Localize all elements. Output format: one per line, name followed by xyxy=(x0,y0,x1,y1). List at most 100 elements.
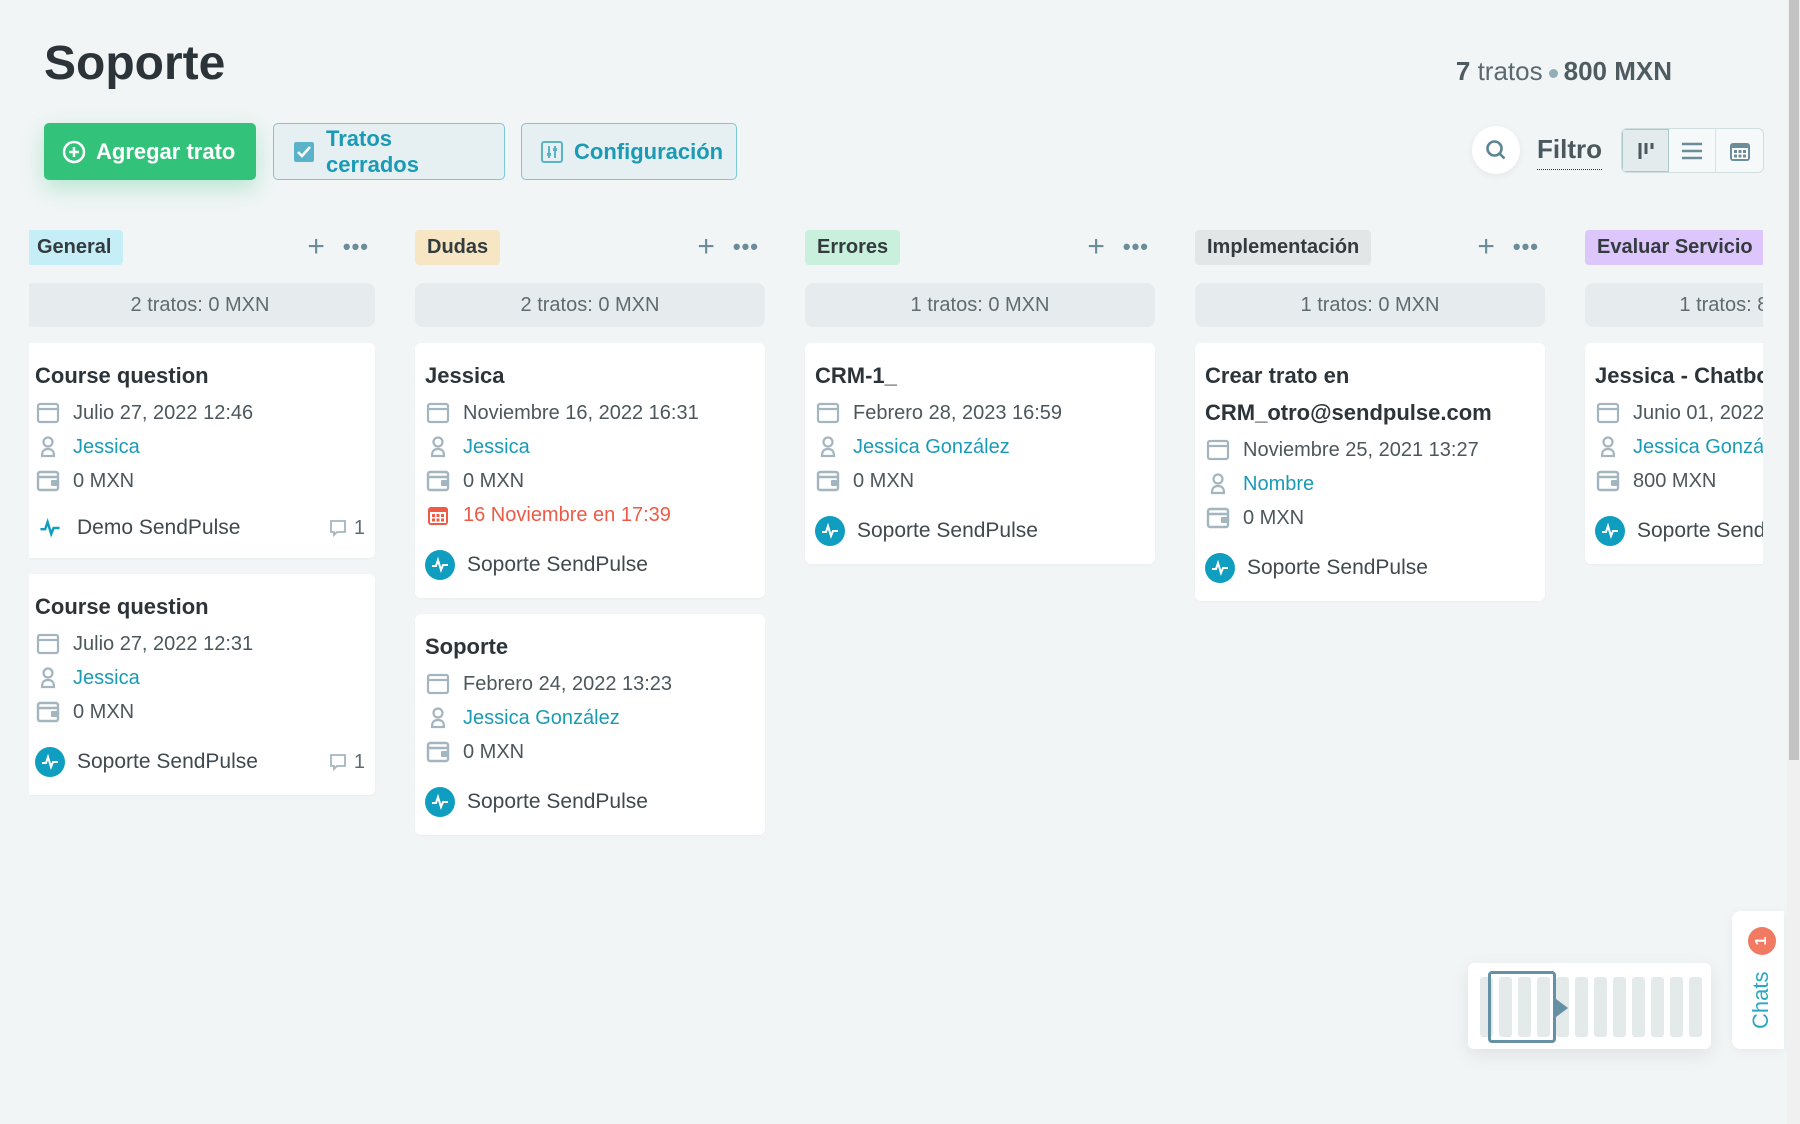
chats-tab[interactable]: 1 Chats xyxy=(1732,911,1784,1049)
column-header: Errores + ••• xyxy=(805,225,1155,269)
deals-word: tratos xyxy=(1477,56,1543,86)
deal-date: Febrero 24, 2022 13:23 xyxy=(463,672,673,695)
more-options-icon[interactable]: ••• xyxy=(1122,234,1149,259)
column-summary: 1 tratos: 0 MXN xyxy=(1195,283,1545,327)
minimap-column xyxy=(1575,977,1588,1037)
deals-count: 7 xyxy=(1455,56,1471,86)
minimap-viewport[interactable] xyxy=(1488,971,1556,1043)
person-icon xyxy=(1205,472,1231,496)
search-button[interactable] xyxy=(1472,126,1520,174)
created-date-icon xyxy=(425,401,451,425)
created-date-icon xyxy=(35,401,61,425)
settings-button[interactable]: Configuración xyxy=(521,123,737,180)
filter-button[interactable]: Filtro xyxy=(1537,134,1602,170)
contact-link[interactable]: Jessica González xyxy=(1633,435,1763,458)
person-icon xyxy=(1595,435,1621,459)
created-date-icon xyxy=(35,632,61,656)
person-icon xyxy=(35,666,61,690)
stage-tag[interactable]: Errores xyxy=(805,229,901,265)
add-card-icon[interactable]: + xyxy=(1087,230,1105,263)
contact-link[interactable]: Jessica xyxy=(463,435,530,458)
calendar-icon xyxy=(1728,139,1752,163)
deals-summary: 7 tratos 800 MXN xyxy=(1456,56,1672,87)
wallet-icon xyxy=(425,740,451,764)
deal-card[interactable]: Course question Julio 27, 2022 12:31 Jes… xyxy=(29,574,375,795)
comments-number: 1 xyxy=(353,516,365,539)
deal-card[interactable]: CRM-1_ Febrero 28, 2023 16:59 Jessica Go… xyxy=(805,343,1155,564)
contact-link[interactable]: Jessica González xyxy=(853,435,1010,458)
add-card-icon[interactable]: + xyxy=(307,230,325,263)
minimap-column xyxy=(1537,977,1550,1037)
deal-amount: 0 MXN xyxy=(853,469,915,492)
deal-date: Julio 27, 2022 12:46 xyxy=(73,401,254,424)
scrollbar-thumb[interactable] xyxy=(1789,0,1799,760)
stage-tag[interactable]: Implementación xyxy=(1195,229,1372,265)
deal-source: Soporte SendPulse xyxy=(467,790,648,813)
stage-tag[interactable]: General xyxy=(29,229,124,265)
checkbox-icon xyxy=(292,140,316,164)
more-options-icon[interactable]: ••• xyxy=(342,234,369,259)
comments-number: 1 xyxy=(353,750,365,773)
deal-source: Soporte SendPulse xyxy=(1247,556,1428,579)
minimap-column xyxy=(1518,977,1531,1037)
board-minimap[interactable] xyxy=(1468,963,1711,1049)
deal-card[interactable]: Course question Julio 27, 2022 12:46 Jes… xyxy=(29,343,375,558)
calendar-view-button[interactable] xyxy=(1716,129,1763,172)
list-view-button[interactable] xyxy=(1669,129,1716,172)
add-deal-button[interactable]: Agregar trato xyxy=(44,123,256,180)
search-icon xyxy=(1484,138,1508,162)
minimap-column xyxy=(1689,977,1702,1037)
add-card-icon[interactable]: + xyxy=(1477,230,1495,263)
contact-link[interactable]: Jessica xyxy=(73,666,140,689)
deal-source: Soporte SendPulse xyxy=(1637,519,1763,542)
minimap-column xyxy=(1632,977,1645,1037)
deal-title: Jessica xyxy=(425,363,505,388)
more-options-icon[interactable]: ••• xyxy=(732,234,759,259)
stage-tag[interactable]: Dudas xyxy=(415,229,501,265)
separator-dot xyxy=(1548,68,1558,78)
person-icon xyxy=(425,435,451,459)
deal-card[interactable]: Crear trato en CRM_otro@sendpulse.com No… xyxy=(1195,343,1545,601)
add-deal-label: Agregar trato xyxy=(96,138,236,164)
minimap-column xyxy=(1651,977,1664,1037)
deal-date: Julio 27, 2022 12:31 xyxy=(73,632,254,655)
page-scrollbar[interactable] xyxy=(1787,0,1800,1124)
deal-card[interactable]: Jessica - Chatbot Junio 01, 2022 Jessica… xyxy=(1585,343,1763,564)
kanban-view-button[interactable] xyxy=(1622,129,1669,172)
column-header: Implementación + ••• xyxy=(1195,225,1545,269)
closed-deals-button[interactable]: Tratos cerrados xyxy=(273,123,505,180)
contact-link[interactable]: Jessica González xyxy=(463,706,620,729)
stage-tag[interactable]: Evaluar Servicio xyxy=(1585,229,1763,265)
column-summary: 2 tratos: 0 MXN xyxy=(415,283,765,327)
column-summary: 2 tratos: 0 MXN xyxy=(29,283,375,327)
deal-title: Jessica - Chatbot xyxy=(1595,363,1763,388)
created-date-icon xyxy=(815,401,841,425)
pulse-icon xyxy=(425,550,455,580)
pulse-icon xyxy=(35,747,65,777)
contact-link[interactable]: Jessica xyxy=(73,435,140,458)
deal-amount: 0 MXN xyxy=(463,740,525,763)
view-switcher xyxy=(1621,128,1764,173)
minimap-arrow-icon xyxy=(1556,999,1568,1017)
comment-icon xyxy=(328,752,348,772)
column-summary: 1 tratos: 800 MXN xyxy=(1585,283,1763,327)
contact-link[interactable]: Nombre xyxy=(1243,472,1315,495)
deal-title: Course question xyxy=(35,594,209,619)
wallet-icon xyxy=(425,469,451,493)
deals-total: 800 MXN xyxy=(1563,56,1672,86)
chats-unread-badge: 1 xyxy=(1748,927,1776,955)
add-card-icon[interactable]: + xyxy=(697,230,715,263)
column-actions: + ••• xyxy=(697,230,765,264)
deal-title: Soporte xyxy=(425,634,509,659)
deal-amount: 0 MXN xyxy=(73,700,135,723)
deal-card[interactable]: Jessica Noviembre 16, 2022 16:31 Jessica… xyxy=(415,343,765,598)
deal-title: Crear trato en xyxy=(1205,363,1350,388)
more-options-icon[interactable]: ••• xyxy=(1512,234,1539,259)
deal-card[interactable]: Soporte Febrero 24, 2022 13:23 Jessica G… xyxy=(415,614,765,835)
comment-icon xyxy=(328,518,348,538)
deal-date: Noviembre 25, 2021 13:27 xyxy=(1243,438,1479,461)
list-icon xyxy=(1680,140,1704,162)
pulse-icon xyxy=(35,516,65,540)
wallet-icon xyxy=(1205,506,1231,530)
task-due: 16 Noviembre en 17:39 xyxy=(463,503,671,526)
